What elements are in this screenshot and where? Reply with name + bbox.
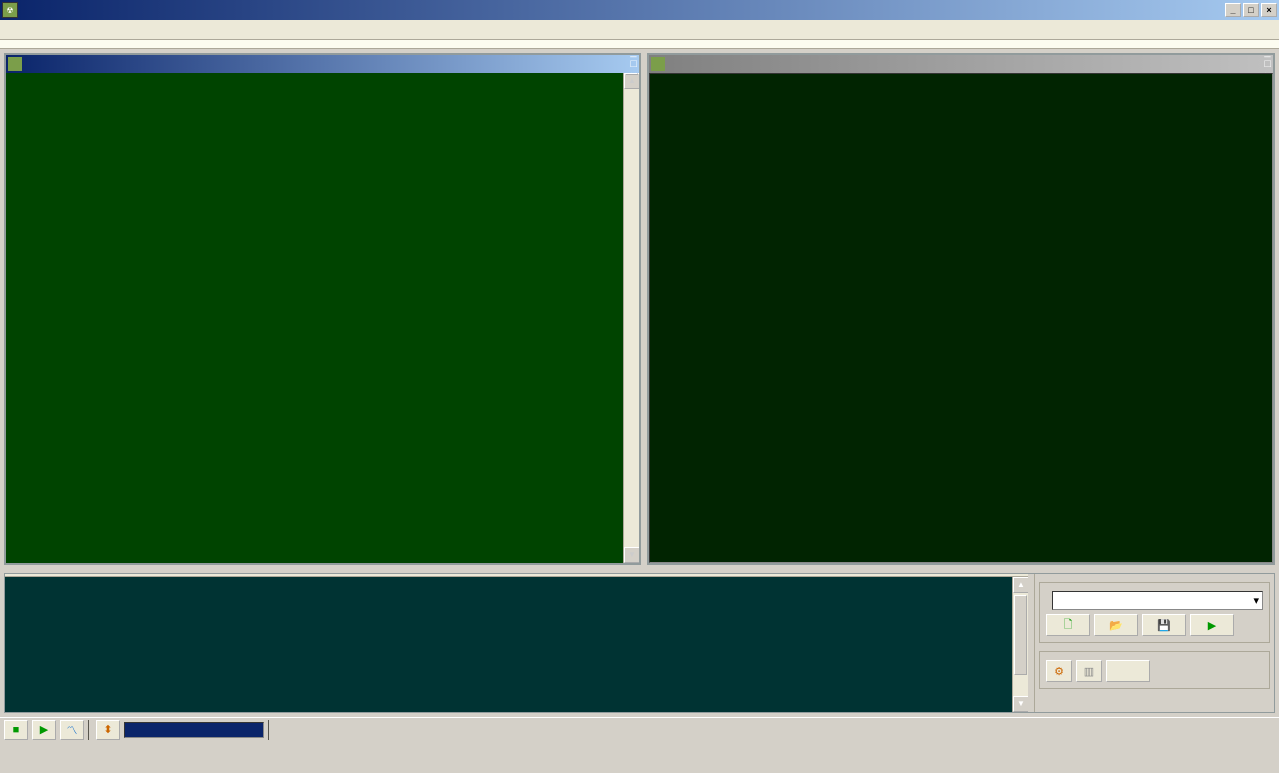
- code-minimize-button[interactable]: _: [630, 46, 637, 58]
- open-script-button[interactable]: 📂: [1094, 614, 1138, 636]
- code-window-titlebar[interactable]: _ □ ×: [6, 55, 639, 73]
- chart-maximize-button[interactable]: □: [1264, 58, 1271, 70]
- scroll-down-icon[interactable]: ▼: [1013, 696, 1028, 712]
- chart-icon-button[interactable]: 〽: [60, 720, 84, 740]
- active-app-select[interactable]: ▾: [1052, 591, 1263, 610]
- tool-button[interactable]: ⬍: [96, 720, 120, 740]
- new-script-button[interactable]: 🗋: [1046, 614, 1090, 636]
- log-scrollbar[interactable]: ▲ ▼: [1012, 577, 1028, 712]
- scrollbar-thumb[interactable]: [625, 73, 638, 75]
- dropdown-arrow-icon: ▾: [1253, 594, 1259, 607]
- code-window: _ □ × ▲ ▼: [4, 53, 641, 565]
- bottom-section: ▲ ▼ ▾ 🗋 📂 💾 ▶: [4, 573, 1275, 713]
- save-script-button[interactable]: 💾: [1142, 614, 1186, 636]
- menubar: [0, 20, 1279, 40]
- fid-status-area: [0, 40, 1279, 49]
- stop-button[interactable]: ■: [4, 720, 28, 740]
- progress-bar: [124, 722, 264, 738]
- builtin-apps-group: ⚙ ▥: [1039, 651, 1270, 689]
- chart-window: _ □ ×: [647, 53, 1275, 565]
- chart-minimize-button[interactable]: _: [1264, 46, 1271, 58]
- scroll-up-icon[interactable]: ▲: [1013, 577, 1028, 593]
- scroll-up-icon[interactable]: ▲: [624, 73, 639, 89]
- scroll-down-icon[interactable]: ▼: [624, 547, 639, 563]
- chart-window-icon: [651, 57, 665, 71]
- tool-icon-button[interactable]: ▥: [1076, 660, 1102, 682]
- code-window-icon: [8, 57, 22, 71]
- settings-icon-button[interactable]: ⚙: [1046, 660, 1072, 682]
- code-scrollbar[interactable]: ▲ ▼: [623, 73, 639, 563]
- nmr-signal-chart: [650, 74, 1272, 562]
- window-buttons: _ □ ×: [1225, 3, 1277, 17]
- log-body[interactable]: ▲ ▼: [5, 577, 1028, 712]
- code-editor[interactable]: ▲ ▼: [6, 73, 639, 563]
- play-button[interactable]: ▶: [32, 720, 56, 740]
- chart-window-titlebar[interactable]: _ □ ×: [649, 55, 1273, 73]
- bottombar: ■ ▶ 〽 ⬍: [0, 717, 1279, 741]
- script-apps-group: ▾ 🗋 📂 💾 ▶: [1039, 582, 1270, 643]
- script-apps-panel: ▾ 🗋 📂 💾 ▶ ⚙ ▥: [1034, 574, 1274, 712]
- log-panel: ▲ ▼: [5, 574, 1028, 712]
- minimize-button[interactable]: _: [1225, 3, 1241, 17]
- app-icon: ☢: [2, 2, 18, 18]
- close-button[interactable]: ×: [1261, 3, 1277, 17]
- sp-button[interactable]: [1106, 660, 1150, 682]
- run-script-button[interactable]: ▶: [1190, 614, 1234, 636]
- code-maximize-button[interactable]: □: [630, 58, 637, 70]
- scrollbar-thumb[interactable]: [1014, 595, 1027, 675]
- chart-panel[interactable]: [649, 73, 1273, 563]
- mdi-area: _ □ × ▲ ▼ _ □ ×: [0, 49, 1279, 569]
- main-titlebar: ☢ _ □ ×: [0, 0, 1279, 20]
- maximize-button[interactable]: □: [1243, 3, 1259, 17]
